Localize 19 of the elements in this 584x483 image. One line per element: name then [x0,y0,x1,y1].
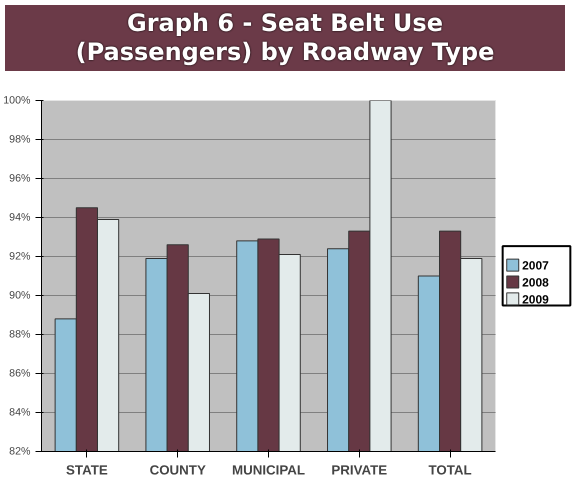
y-tick-label: 90% [9,290,32,302]
x-tick-label: PRIVATE [331,462,388,478]
legend-label: 2007 [522,258,550,273]
x-tick-label: MUNICIPAL [232,462,306,478]
x-tick-label: STATE [66,462,108,478]
y-tick-label: 92% [9,250,32,262]
y-tick-label: 84% [9,406,32,418]
x-tick-label: TOTAL [428,462,472,478]
y-tick-label: 98% [9,134,32,146]
y-tick-label: 94% [9,212,32,224]
y-tick-label: 100% [3,94,32,106]
legend-label: 2009 [522,292,550,306]
x-tick-label: COUNTY [150,462,206,478]
y-tick-label: 82% [9,446,32,458]
y-tick-label: 96% [9,172,32,184]
chart-title: Graph 6 - Seat Belt Use (Passengers) by Roadway Type [5,5,565,71]
y-tick-label: 88% [9,328,32,340]
y-tick-label: 86% [9,368,32,380]
legend-label: 2008 [522,275,550,290]
